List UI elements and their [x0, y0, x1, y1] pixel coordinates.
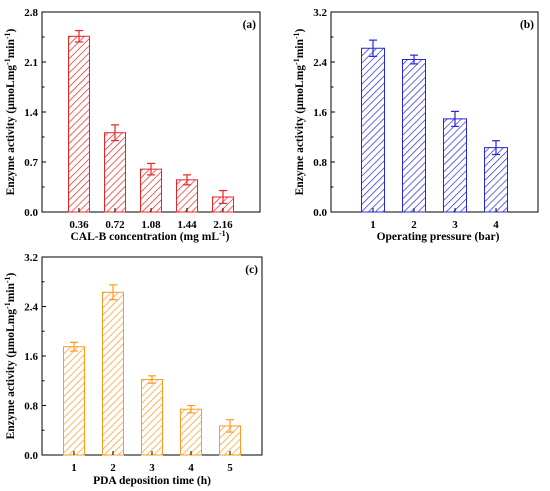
y-tick-label: 2.4 — [24, 302, 38, 314]
panel-label: (c) — [245, 264, 258, 276]
x-tick-label: 5 — [227, 462, 233, 474]
x-tick-label: 3 — [452, 219, 458, 231]
panel-label: (a) — [243, 19, 257, 31]
x-axis-label: PDA deposition time (h) — [93, 475, 211, 487]
y-tick-label: 1.4 — [24, 107, 38, 119]
x-tick-label: 1.44 — [177, 219, 197, 231]
y-tick-label: 3.2 — [24, 252, 38, 264]
chart-panel-3: 0.0 0.8 1.6 2.4 3.2 1 2 3 4 5 (c) PDA deposition ti… — [3, 252, 263, 487]
bar-2 — [402, 59, 426, 213]
y-axis-label: Enzyme activity (μmoLmg-1min-1) — [3, 28, 17, 195]
x-tick-label: 2.16 — [213, 219, 233, 231]
x-tick-label: 1 — [71, 462, 77, 474]
bar-1 — [361, 47, 385, 213]
x-tick-label: 4 — [493, 219, 499, 231]
bar-4 — [180, 408, 202, 456]
y-tick-label: 0.0 — [24, 450, 38, 462]
x-tick-label: 2 — [411, 219, 417, 231]
bar-1 — [63, 346, 85, 456]
bar-2 — [102, 291, 124, 456]
chart-panel-2: 0.0 0.8 1.6 2.4 3.2 1 2 3 4 (b) Operating pressure… — [292, 7, 539, 243]
x-tick-label: 2 — [110, 462, 116, 474]
x-tick-label: 0.72 — [105, 219, 125, 231]
bar-3 — [443, 118, 467, 213]
y-tick-label: 1.6 — [24, 351, 38, 363]
y-tick-label: 1.6 — [313, 107, 327, 119]
x-axis-label: CAL-B concentration (mg mL-1) — [70, 229, 229, 243]
x-axis-label: Operating pressure (bar) — [377, 231, 500, 243]
panel-label: (b) — [520, 19, 534, 31]
bar-3 — [141, 379, 163, 456]
bar-0.36 — [68, 35, 90, 213]
x-tick-label: 3 — [149, 462, 155, 474]
y-tick-label: 3.2 — [313, 7, 327, 19]
y-axis-label: Enzyme activity (μmoLmg-1min-1) — [3, 272, 17, 439]
y-tick-label: 0.8 — [24, 401, 38, 413]
bar-1.08 — [140, 168, 162, 213]
y-tick-label: 2.4 — [313, 57, 327, 69]
x-tick-label: 4 — [188, 462, 194, 474]
y-tick-label: 0.0 — [313, 207, 327, 219]
y-tick-label: 2.1 — [24, 57, 38, 69]
y-axis-label: Enzyme activity (μmoLmg-1min-1) — [292, 28, 306, 195]
y-tick-label: 0.0 — [24, 207, 38, 219]
y-tick-label: 2.8 — [24, 7, 38, 19]
chart-panel-1: 0.0 0.7 1.4 2.1 2.8 0.36 0.72 1.08 1.44 2.16 (a) CA… — [3, 7, 261, 243]
y-tick-label: 0.7 — [24, 157, 38, 169]
y-tick-label: 0.8 — [313, 157, 327, 169]
x-tick-label: 1 — [370, 219, 376, 231]
bar-0.72 — [104, 132, 126, 213]
bar-4 — [484, 147, 508, 213]
x-tick-label: 0.36 — [69, 219, 89, 231]
x-tick-label: 1.08 — [141, 219, 161, 231]
